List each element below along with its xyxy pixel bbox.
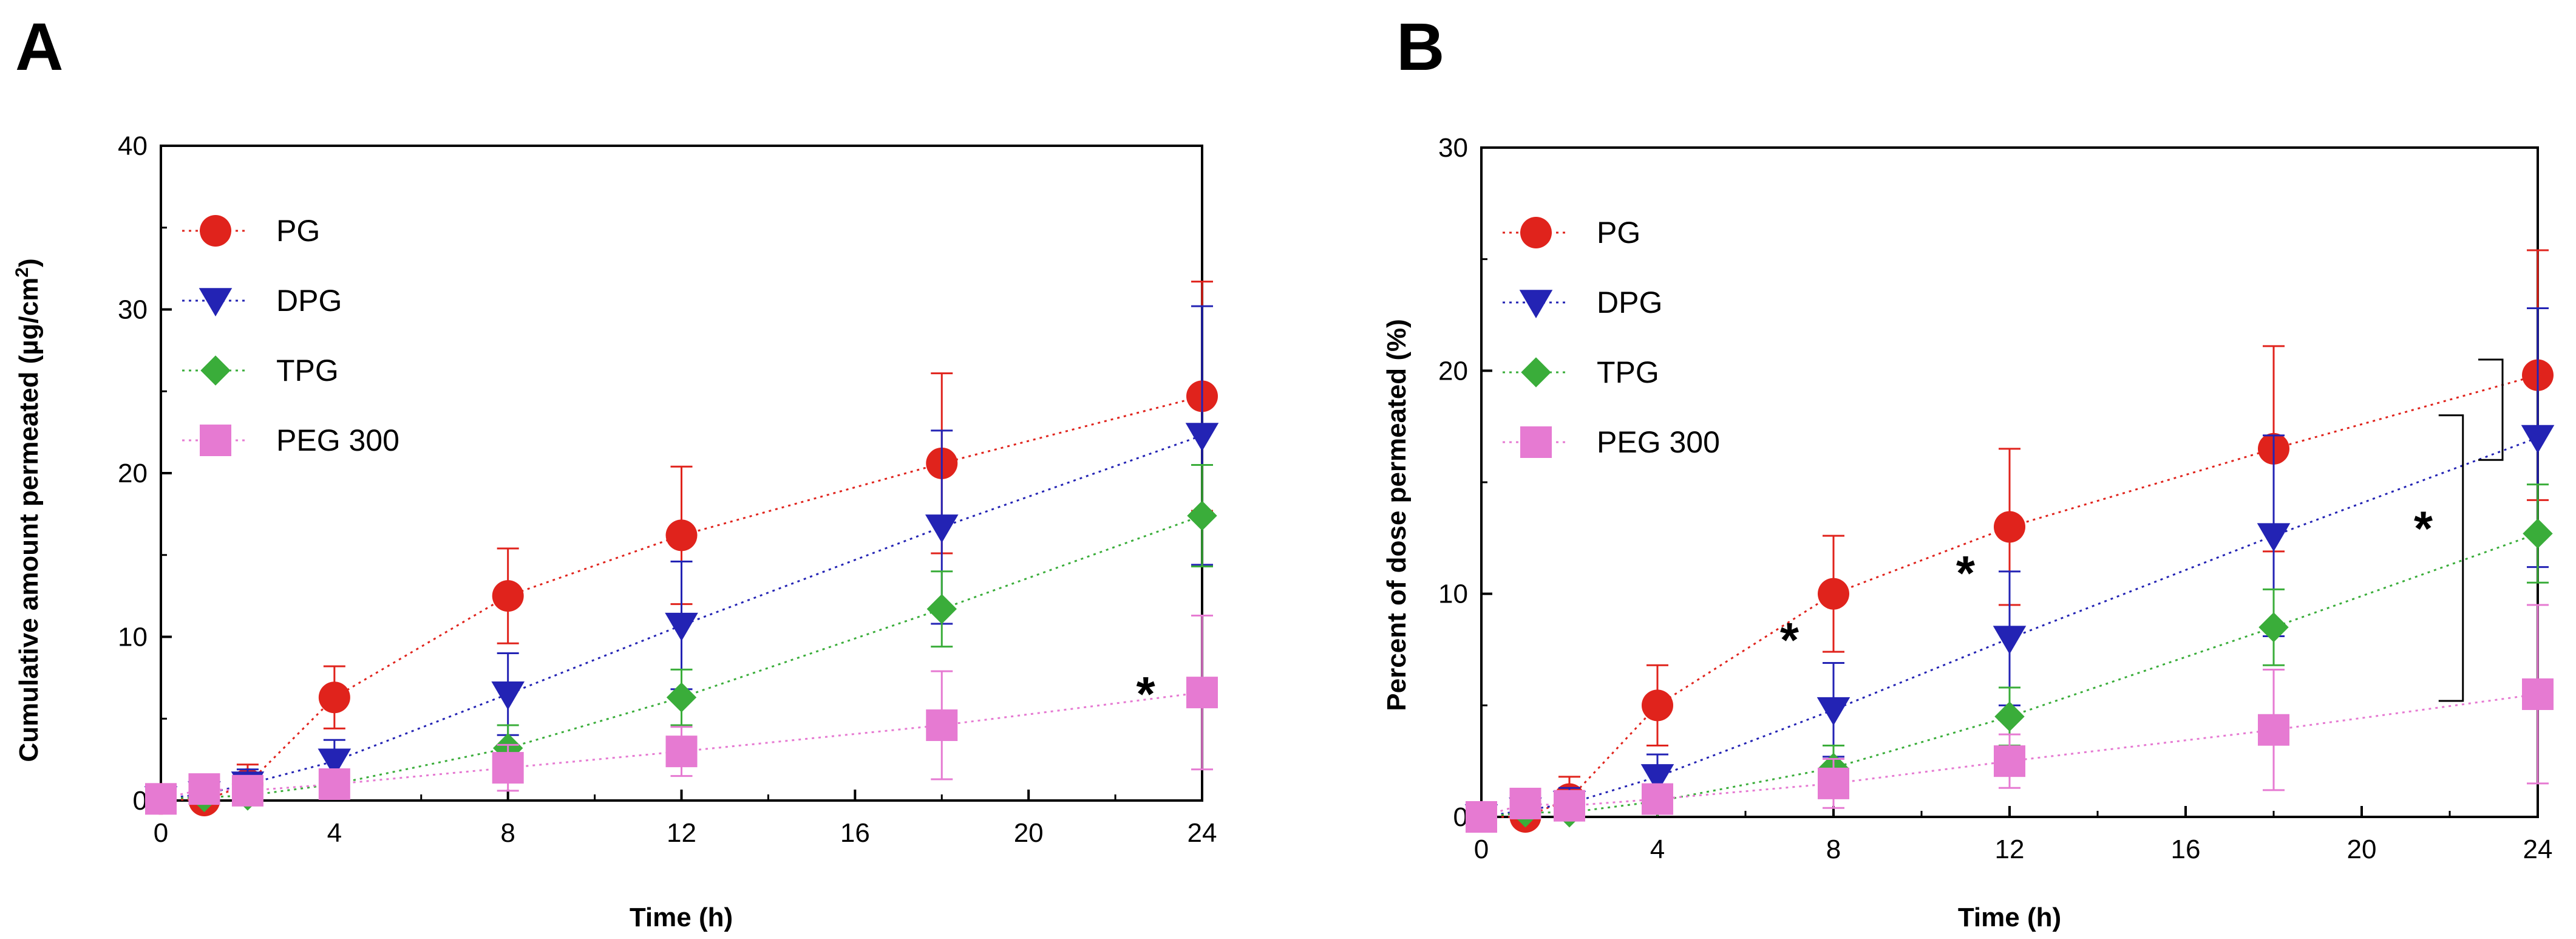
panel-b-data-point-peg300 — [1554, 790, 1585, 822]
panel-a-data-point-tpg — [666, 682, 697, 712]
panel-b-significance-star: * — [1956, 546, 1976, 600]
panel-a-x-tick-label: 0 — [154, 818, 168, 848]
panel-b-data-point-peg300 — [1509, 787, 1541, 819]
panel-b-data-point-tpg — [2523, 518, 2553, 549]
panel-a-data-point-dpg — [318, 748, 352, 777]
panel-b-data-point-pg — [1642, 689, 1673, 722]
panel-b-data-point-dpg — [1640, 764, 1674, 793]
panel-b-significance-bracket — [2478, 358, 2504, 461]
panel-a-data-point-dpg — [925, 514, 959, 543]
panel-b-x-tick-label: 20 — [2347, 835, 2377, 864]
panel-a-legend-label-dpg: DPG — [276, 284, 342, 318]
panel-a-data-point-tpg — [1187, 500, 1217, 531]
panel-b-marks: 0 4 8 12 16 20 24 0 10 20 30 PG DPG TPG PEG 300 * * * — [1438, 133, 2555, 864]
panel-b-data-point-dpg — [1993, 626, 2027, 655]
panel-a-legend-label-tpg: TPG — [276, 353, 339, 388]
panel-a-series-line-pg — [160, 395, 1203, 802]
panel-b-legend-marker-dpg — [1519, 290, 1553, 318]
panel-a-y-tick-label: 10 — [118, 623, 148, 652]
panel-a-legend-marker-dpg — [199, 288, 233, 316]
panel-a-data-point-peg300 — [926, 709, 958, 742]
panel-b-x-tick-label: 8 — [1826, 835, 1841, 864]
panel-a-data-point-peg300 — [231, 774, 263, 807]
panel-b-data-point-pg — [1994, 511, 2025, 543]
panel-b-y-tick-label: 20 — [1438, 356, 1468, 386]
panel-b-x-tick-label: 16 — [2171, 835, 2201, 864]
panel-b-data-point-dpg — [1816, 697, 1850, 726]
panel-a-data-point-peg300 — [188, 773, 220, 805]
panel-b-y-tick-label: 10 — [1438, 579, 1468, 609]
panel-b-data-point-peg300 — [1994, 745, 2025, 777]
panel-b-legend-label-dpg: DPG — [1597, 285, 1662, 319]
panel-b-x-tick-label: 4 — [1650, 835, 1665, 864]
panel-a-x-tick-label: 20 — [1014, 818, 1044, 848]
panel-a-significance-star: * — [1137, 667, 1156, 721]
panel-a-letter: A — [15, 10, 63, 84]
panel-b-x-tick-label: 24 — [2523, 835, 2553, 864]
panel-a-y-axis-title: Cumulative amount permeated (µg/cm2) — [12, 258, 44, 762]
panel-a-legend-label-pg: PG — [276, 214, 320, 248]
panel-a: A 0 4 8 12 16 20 24 0 10 20 30 40 PG DPG TPG PEG 300 * T… — [12, 10, 1219, 932]
panel-a-data-point-peg300 — [665, 736, 698, 768]
panel-b-significance-bracket — [2438, 414, 2464, 702]
panel-b-significance-star: * — [2414, 501, 2433, 555]
panel-b-y-tick-label: 30 — [1438, 133, 1468, 163]
panel-b-series-line-dpg — [1481, 437, 2538, 818]
panel-a-x-axis-title: Time (h) — [630, 903, 733, 932]
panel-b-data-point-dpg — [2521, 425, 2555, 454]
panel-b-y-axis-title: Percent of dose permeated (%) — [1382, 319, 1412, 711]
panel-b-x-axis-title: Time (h) — [1958, 903, 2061, 932]
panel-a-series-line-tpg — [160, 514, 1203, 800]
panel-a-data-point-peg300 — [492, 752, 524, 784]
panel-b-data-point-tpg — [2258, 612, 2289, 643]
panel-a-y-tick-label: 20 — [118, 459, 148, 488]
panel-a-data-point-peg300 — [318, 768, 350, 801]
panel-b-data-point-peg300 — [1818, 767, 1849, 799]
panel-a-x-tick-label: 12 — [667, 818, 696, 848]
panel-b-legend-label-peg300: PEG 300 — [1597, 425, 1720, 459]
panel-b-letter: B — [1396, 10, 1444, 84]
panel-a-legend-marker-peg300 — [200, 425, 231, 456]
panel-b-legend-marker-tpg — [1521, 357, 1551, 388]
panel-a-y-tick-label: 0 — [133, 786, 148, 816]
panel-a-x-tick-label: 24 — [1188, 818, 1217, 848]
panel-b: B 0 4 8 12 16 20 24 0 10 20 30 PG DPG TPG PEG 300 * * * T… — [1382, 10, 2555, 932]
panel-a-data-point-dpg — [491, 681, 525, 710]
panel-a-legend-label-peg300: PEG 300 — [276, 423, 399, 457]
panel-b-legend-label-pg: PG — [1597, 216, 1640, 250]
panel-b-significance-star: * — [1780, 613, 1799, 667]
panel-b-x-tick-label: 0 — [1474, 835, 1489, 864]
panel-a-data-point-peg300 — [1186, 677, 1218, 709]
panel-a-legend-marker-tpg — [200, 355, 231, 386]
panel-b-data-point-pg — [1818, 578, 1849, 610]
panel-b-legend-marker-pg — [1520, 217, 1552, 248]
panel-b-data-point-peg300 — [2522, 678, 2554, 710]
panel-a-x-tick-label: 16 — [840, 818, 870, 848]
panel-a-x-tick-label: 8 — [500, 818, 515, 848]
panel-a-legend-marker-pg — [200, 215, 231, 247]
panel-b-data-point-peg300 — [1466, 801, 1497, 833]
panel-a-x-tick-label: 4 — [327, 818, 342, 848]
panel-b-legend-label-tpg: TPG — [1597, 355, 1659, 389]
panel-a-marks: 0 4 8 12 16 20 24 0 10 20 30 40 PG DPG TPG PEG 300 * — [118, 131, 1219, 848]
panel-a-data-point-pg — [665, 519, 698, 551]
panel-b-legend-marker-peg300 — [1520, 426, 1552, 458]
panel-a-series-line-peg300 — [160, 691, 1203, 800]
panel-b-data-point-peg300 — [2258, 714, 2289, 746]
panel-a-data-point-tpg — [926, 593, 957, 624]
panel-a-data-point-peg300 — [145, 783, 177, 815]
panel-a-y-tick-label: 40 — [118, 131, 148, 161]
panel-a-y-tick-label: 30 — [118, 295, 148, 325]
panel-b-data-point-tpg — [1994, 702, 2025, 732]
panel-b-data-point-peg300 — [1642, 783, 1673, 815]
panel-a-data-point-dpg — [1185, 423, 1219, 452]
panel-b-x-tick-label: 12 — [1995, 835, 2025, 864]
panel-a-data-point-dpg — [665, 612, 698, 641]
panel-b-data-point-dpg — [2257, 523, 2291, 552]
panel-a-series-line-dpg — [160, 434, 1203, 800]
panel-a-data-point-pg — [492, 580, 524, 612]
panel-a-data-point-pg — [318, 681, 350, 714]
panel-b-y-tick-label: 0 — [1453, 802, 1468, 832]
